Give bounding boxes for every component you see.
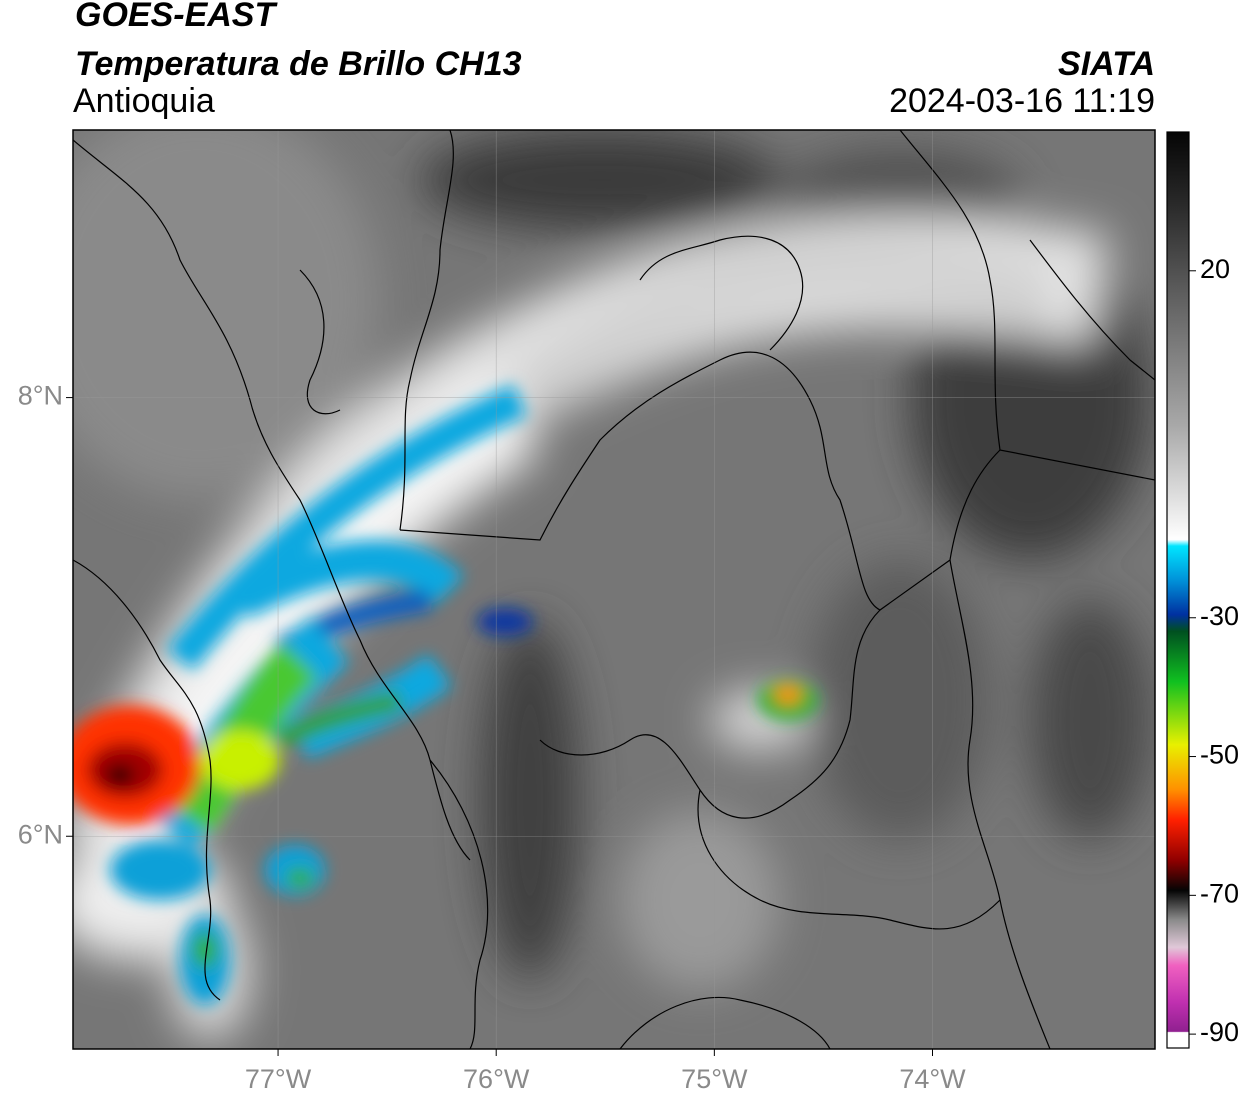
boundaries <box>73 130 1155 1049</box>
x-tick-label: 75°W <box>681 1064 748 1094</box>
timestamp: 2024-03-16 11:19 <box>889 82 1155 120</box>
x-tick-label: 74°W <box>899 1064 966 1094</box>
colorbar-label: 20 <box>1200 254 1230 284</box>
colorbar <box>1166 131 1190 1049</box>
x-tick-label: 76°W <box>463 1064 530 1094</box>
y-tick-label: 8°N <box>18 381 63 411</box>
region: Antioquia <box>73 82 215 120</box>
colorbar-label: -30 <box>1200 601 1239 631</box>
y-tick-label: 6°N <box>18 819 63 849</box>
source: SIATA <box>1058 45 1155 83</box>
x-tick-label: 77°W <box>245 1064 312 1094</box>
subtitle: Temperatura de Brillo CH13 <box>75 45 522 83</box>
title: GOES-EAST <box>75 0 278 34</box>
map-frame <box>72 129 1156 1050</box>
colorbar-label: -90 <box>1200 1017 1239 1047</box>
colorbar-label: -70 <box>1200 878 1239 908</box>
colorbar-label: -50 <box>1200 740 1239 770</box>
graticule <box>73 130 1155 1049</box>
satellite-image <box>73 130 1155 1049</box>
